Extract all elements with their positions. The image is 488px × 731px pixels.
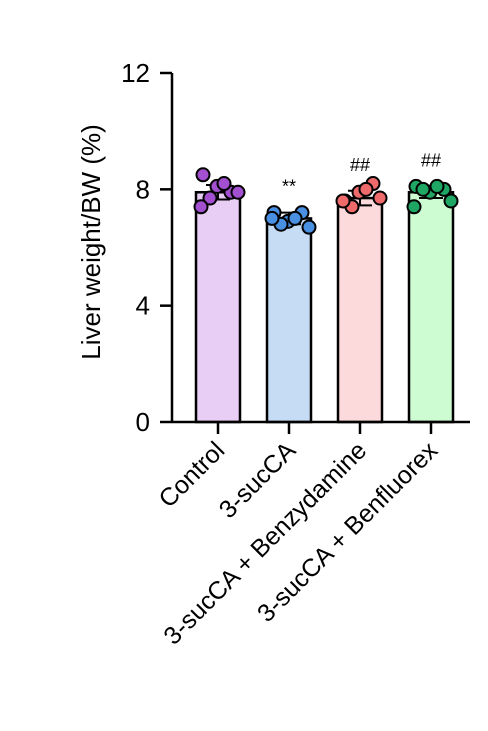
data-point [406,199,422,215]
bars-layer [194,183,455,424]
y-tick-label: 4 [136,291,150,321]
data-point [264,210,280,226]
bar [336,196,384,424]
bar [407,190,455,424]
labels-layer: Liver weight/BW (%) [76,124,106,360]
data-point [230,184,246,200]
data-point [429,178,445,194]
bar [265,217,313,424]
data-point [335,193,351,209]
y-tick-label: 0 [136,407,150,437]
significance-label: ## [350,155,370,175]
points-layer: ** ## ## [193,150,459,235]
data-point [443,193,459,209]
data-point [193,199,209,215]
data-point [301,219,317,235]
data-point [287,210,303,226]
data-point [195,167,211,183]
data-point [216,176,232,192]
data-point [372,190,388,206]
significance-label: ** [282,177,296,197]
bar [194,190,242,424]
ticks-layer: 0 4 8 12 [121,58,433,437]
axes-layer [170,73,470,424]
y-axis-title: Liver weight/BW (%) [76,124,106,360]
data-point [202,190,218,206]
data-point [415,181,431,197]
significance-label: ## [421,150,441,170]
y-tick-label: 12 [121,58,150,88]
data-point [358,181,374,197]
y-tick-label: 8 [136,174,150,204]
